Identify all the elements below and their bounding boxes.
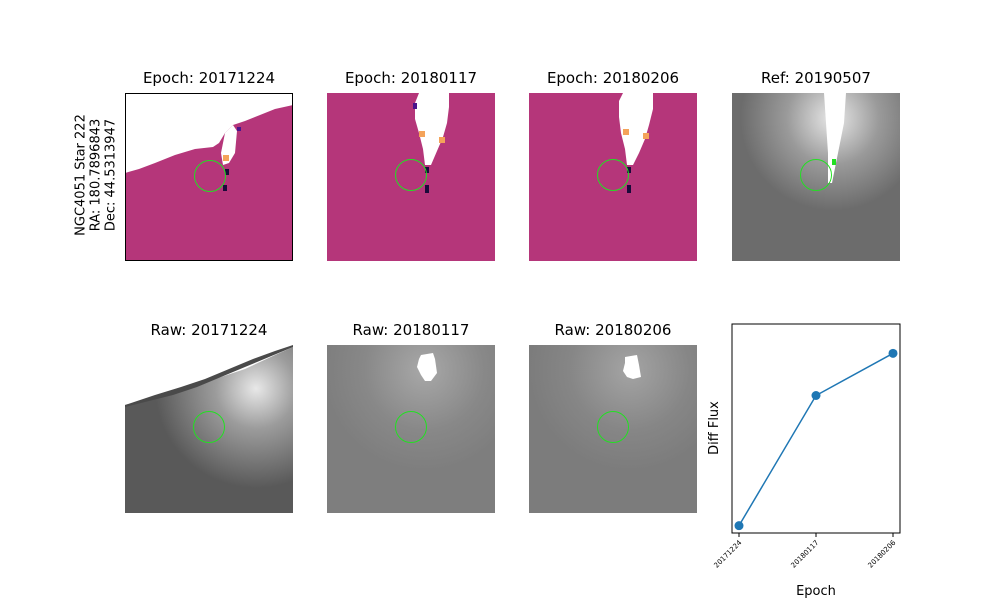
diff-image-3 [529,93,697,261]
diff-image-2 [327,93,495,261]
target-circle [194,160,226,192]
x-axis-label: Epoch [796,584,836,599]
raw-image-1 [125,345,293,513]
diff-image-1 [125,93,293,261]
target-circle [395,159,427,191]
panel-title-epoch-1: Epoch: 20171224 [142,69,276,87]
panel-title-raw-1: Raw: 20171224 [150,321,268,339]
y-axis-label: Diff Flux [707,401,722,455]
target-circle [597,159,629,191]
x-tick-label: 20171224 [713,538,744,569]
data-point [734,521,744,531]
target-circle [193,411,225,443]
x-tick-label: 20180117 [790,539,821,570]
target-circle [597,411,629,443]
data-point [888,348,898,358]
raw-image-2 [327,345,495,513]
x-tick-label: 20180206 [867,538,898,569]
reference-image [732,93,900,261]
target-circle [800,159,832,191]
raw-image-3 [529,345,697,513]
panel-title-ref: Ref: 20190507 [761,69,871,87]
panel-title-raw-2: Raw: 20180117 [352,321,470,339]
chart-axes-frame [731,323,901,534]
panel-title-raw-3: Raw: 20180206 [554,321,672,339]
series-line [738,352,894,527]
panel-title-epoch-3: Epoch: 20180206 [546,69,680,87]
data-point [811,391,821,400]
target-circle [395,411,427,443]
panel-title-epoch-2: Epoch: 20180117 [344,69,478,87]
